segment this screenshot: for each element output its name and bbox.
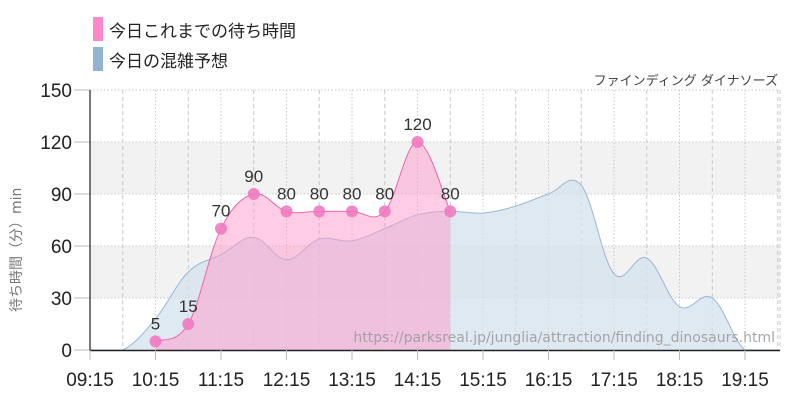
legend-swatch-blue: [93, 47, 103, 71]
data-label: 80: [343, 184, 362, 203]
y-tick-label: 0: [61, 341, 72, 362]
data-label: 80: [441, 184, 460, 203]
x-tick-label: 09:15: [66, 370, 114, 391]
x-tick-label: 13:15: [328, 370, 376, 391]
wait-time-line: [155, 141, 451, 342]
x-tick-label: 17:15: [590, 370, 638, 391]
data-point-marker[interactable]: [149, 335, 162, 348]
data-point-marker[interactable]: [215, 222, 227, 235]
legend-label: 今日の混雑予想: [109, 51, 228, 72]
data-point-marker[interactable]: [280, 205, 293, 218]
data-point-marker[interactable]: [346, 205, 358, 218]
data-label: 15: [179, 297, 198, 316]
data-label: 120: [403, 115, 431, 134]
legend-swatch-pink: [93, 17, 103, 41]
data-label: 5: [151, 314, 160, 333]
attraction-name: ファインディング ダイナソーズ: [593, 74, 778, 89]
y-tick-label: 90: [51, 185, 72, 206]
data-label: 80: [310, 184, 329, 203]
data-point-marker[interactable]: [411, 136, 424, 148]
x-tick-label: 19:15: [721, 370, 769, 391]
data-label: 90: [244, 167, 263, 186]
x-tick-label: 18:15: [656, 370, 704, 391]
x-tick-label: 10:15: [132, 370, 180, 391]
watermark-url: https://parksreal.jp/junglia/attraction/…: [353, 330, 775, 346]
x-tick-label: 12:15: [263, 370, 311, 391]
data-point-marker[interactable]: [444, 205, 457, 218]
data-label: 80: [375, 184, 394, 203]
data-label: 70: [212, 202, 231, 221]
x-tick-label: 15:15: [459, 370, 507, 391]
legend-item-wait-time[interactable]: 今日これまでの待ち時間: [93, 14, 296, 44]
x-tick-label: 16:15: [525, 370, 573, 391]
legend-label: 今日これまでの待ち時間: [109, 21, 296, 42]
y-tick-label: 60: [51, 237, 72, 258]
data-label: 80: [277, 184, 296, 203]
data-point-marker[interactable]: [182, 318, 195, 330]
data-point-marker[interactable]: [313, 205, 326, 218]
legend-item-forecast[interactable]: 今日の混雑予想: [93, 44, 296, 74]
wait-time-area: [155, 142, 451, 350]
x-tick-label: 14:15: [394, 370, 442, 391]
data-point-marker[interactable]: [247, 188, 260, 200]
x-tick-label: 11:15: [198, 370, 244, 391]
y-tick-label: 30: [51, 289, 72, 310]
data-point-marker[interactable]: [378, 205, 391, 218]
legend: 今日これまでの待ち時間 今日の混雑予想: [93, 14, 296, 74]
y-tick-label: 120: [40, 133, 72, 154]
y-tick-label: 150: [40, 81, 72, 102]
